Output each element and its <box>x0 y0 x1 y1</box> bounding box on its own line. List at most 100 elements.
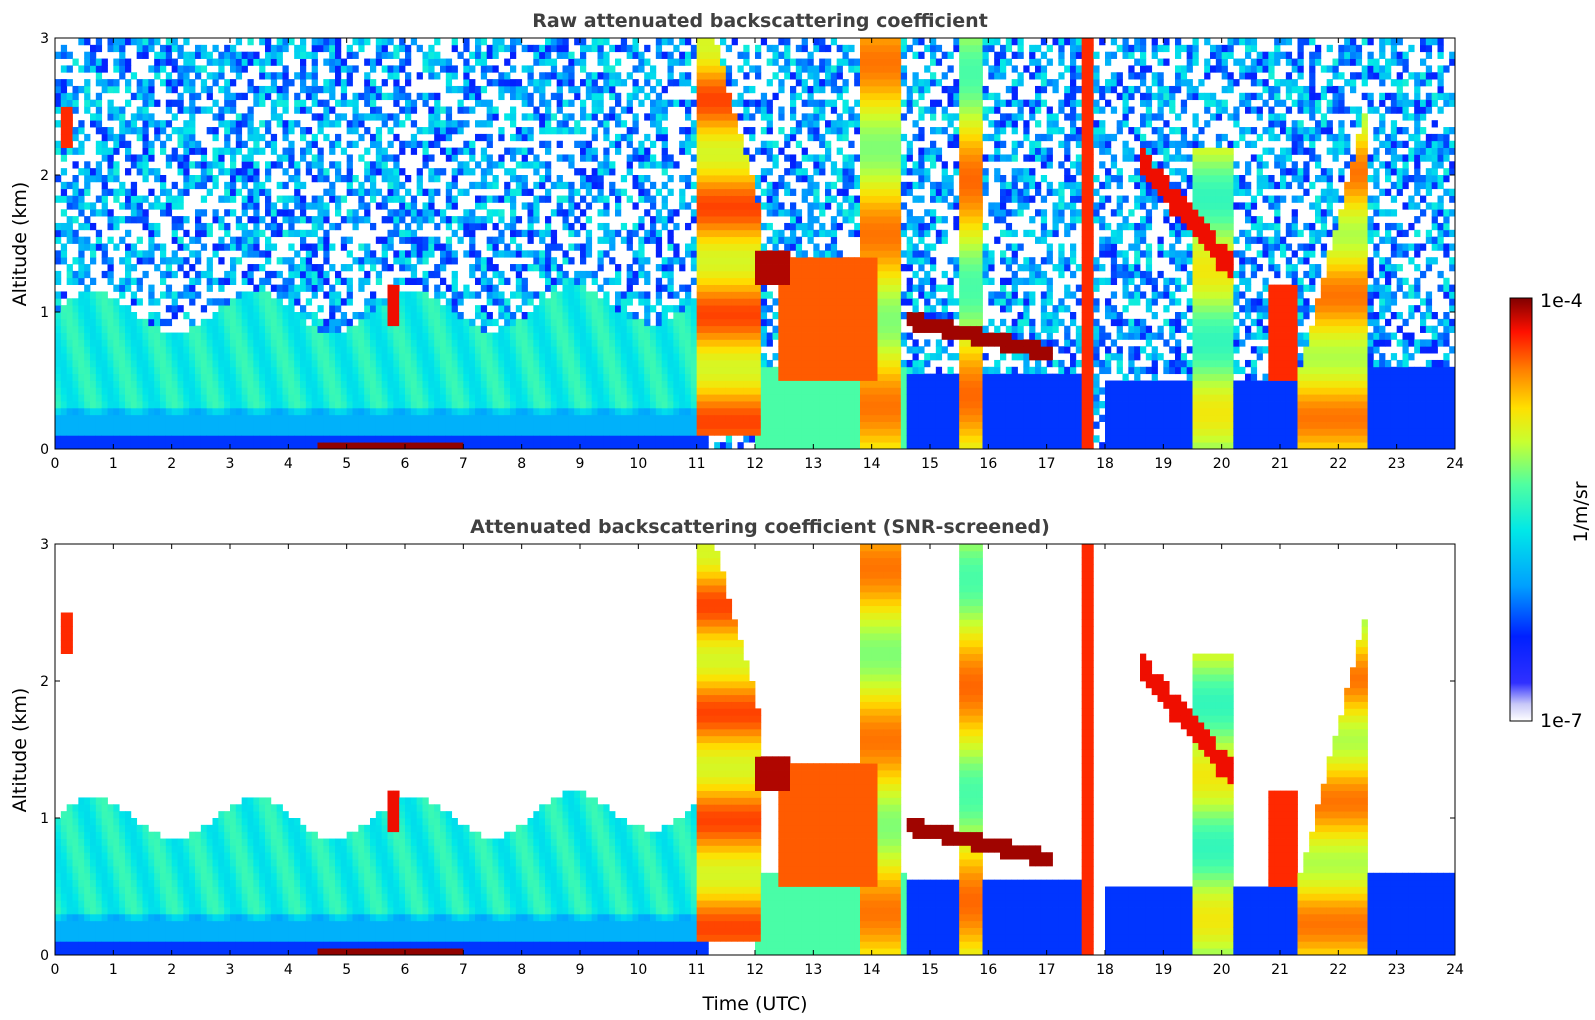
heatmap-cell <box>615 44 622 53</box>
heatmap-cell <box>165 51 173 59</box>
heatmap-cell <box>545 147 552 155</box>
heatmap-cell <box>638 85 645 94</box>
heatmap-cell <box>381 387 388 395</box>
heatmap-cell <box>550 325 558 333</box>
heatmap-cell <box>422 277 429 285</box>
heatmap-cell <box>451 65 458 73</box>
heatmap-cell <box>556 277 563 285</box>
heatmap-cell <box>580 401 587 409</box>
heatmap-cell <box>270 209 278 217</box>
heatmap-cell <box>475 442 482 450</box>
heatmap-cell <box>171 373 178 381</box>
heatmap-cell <box>521 65 528 73</box>
heatmap-cell <box>235 421 243 429</box>
heatmap-cell <box>632 222 639 231</box>
heatmap-cell <box>714 85 721 94</box>
heatmap-cell <box>364 38 371 46</box>
heatmap-cell <box>626 277 633 285</box>
heatmap-cell <box>364 99 371 107</box>
heatmap-cell <box>235 435 243 443</box>
heatmap-cell <box>603 195 610 203</box>
heatmap-cell <box>603 339 610 347</box>
heatmap-cell <box>165 428 173 436</box>
heatmap-cell <box>300 442 307 450</box>
heatmap-cell <box>556 305 563 313</box>
heatmap-cell <box>626 161 633 169</box>
heatmap-cell <box>498 407 505 416</box>
heatmap-cell <box>405 387 412 395</box>
heatmap-cell <box>381 154 388 162</box>
heatmap-cell <box>720 346 727 354</box>
heatmap-cell <box>539 250 546 258</box>
heatmap-cell <box>195 407 202 416</box>
heatmap-cell <box>253 127 260 135</box>
heatmap-cell <box>539 85 546 94</box>
heatmap-cell <box>632 65 639 73</box>
heatmap-cell <box>679 202 686 210</box>
heatmap-cell <box>340 318 348 327</box>
heatmap-cell <box>574 277 581 285</box>
heatmap-cell <box>568 154 575 162</box>
heatmap-cell <box>305 325 313 333</box>
heatmap-cell <box>504 72 511 80</box>
heatmap-cell <box>626 298 633 306</box>
heatmap-cell <box>183 85 190 94</box>
heatmap-cell <box>556 38 563 46</box>
heatmap-cell <box>527 407 534 416</box>
heatmap-cell <box>300 359 307 368</box>
heatmap-cell <box>177 359 184 368</box>
heatmap-cell <box>160 51 167 59</box>
heatmap-cell <box>165 353 173 361</box>
heatmap-cell <box>206 264 213 272</box>
heatmap-cell <box>486 332 493 340</box>
heatmap-cell <box>276 339 283 347</box>
heatmap-cell <box>212 353 219 361</box>
heatmap-cell <box>294 414 301 422</box>
heatmap-cell <box>539 353 546 361</box>
heatmap-cell <box>451 442 458 450</box>
heatmap-cell <box>457 106 464 114</box>
heatmap-cell <box>685 332 692 340</box>
heatmap-cell <box>591 401 598 409</box>
heatmap-cell <box>720 99 727 107</box>
heatmap-cell <box>317 401 324 409</box>
heatmap-cell <box>451 380 458 388</box>
heatmap-cell <box>515 216 523 224</box>
heatmap-cell <box>218 298 225 306</box>
heatmap-cell <box>405 325 412 333</box>
heatmap-cell <box>370 353 377 361</box>
heatmap-cell <box>171 414 178 422</box>
heatmap-cell <box>434 38 441 46</box>
heatmap-cell <box>300 366 307 375</box>
heatmap-cell <box>492 401 499 409</box>
heatmap-cell <box>725 127 733 135</box>
heatmap-cell <box>696 243 703 251</box>
heatmap-cell <box>451 428 458 436</box>
heatmap-cell <box>521 181 528 190</box>
heatmap-cell <box>685 113 692 121</box>
heatmap-cell <box>626 442 633 450</box>
heatmap-cell <box>288 312 295 320</box>
heatmap-cell <box>620 44 628 53</box>
heatmap-cell <box>101 147 108 155</box>
heatmap-cell <box>504 435 511 443</box>
heatmap-cell <box>358 133 365 142</box>
heatmap-cell <box>142 387 149 395</box>
heatmap-cell <box>113 435 120 443</box>
heatmap-cell <box>340 414 348 422</box>
heatmap-cell <box>521 264 528 272</box>
heatmap-cell <box>247 305 254 313</box>
heatmap-cell <box>311 332 318 340</box>
heatmap-cell <box>364 277 371 285</box>
heatmap-cell <box>352 120 359 128</box>
heatmap-cell <box>655 250 663 258</box>
heatmap-cell <box>171 407 178 416</box>
heatmap-cell <box>375 339 383 347</box>
heatmap-cell <box>346 181 353 190</box>
heatmap-cell <box>644 270 651 279</box>
heatmap-cell <box>451 298 458 306</box>
heatmap-cell <box>259 428 266 436</box>
heatmap-cell <box>387 339 394 347</box>
heatmap-cell <box>218 401 225 409</box>
heatmap-cell <box>294 312 301 320</box>
